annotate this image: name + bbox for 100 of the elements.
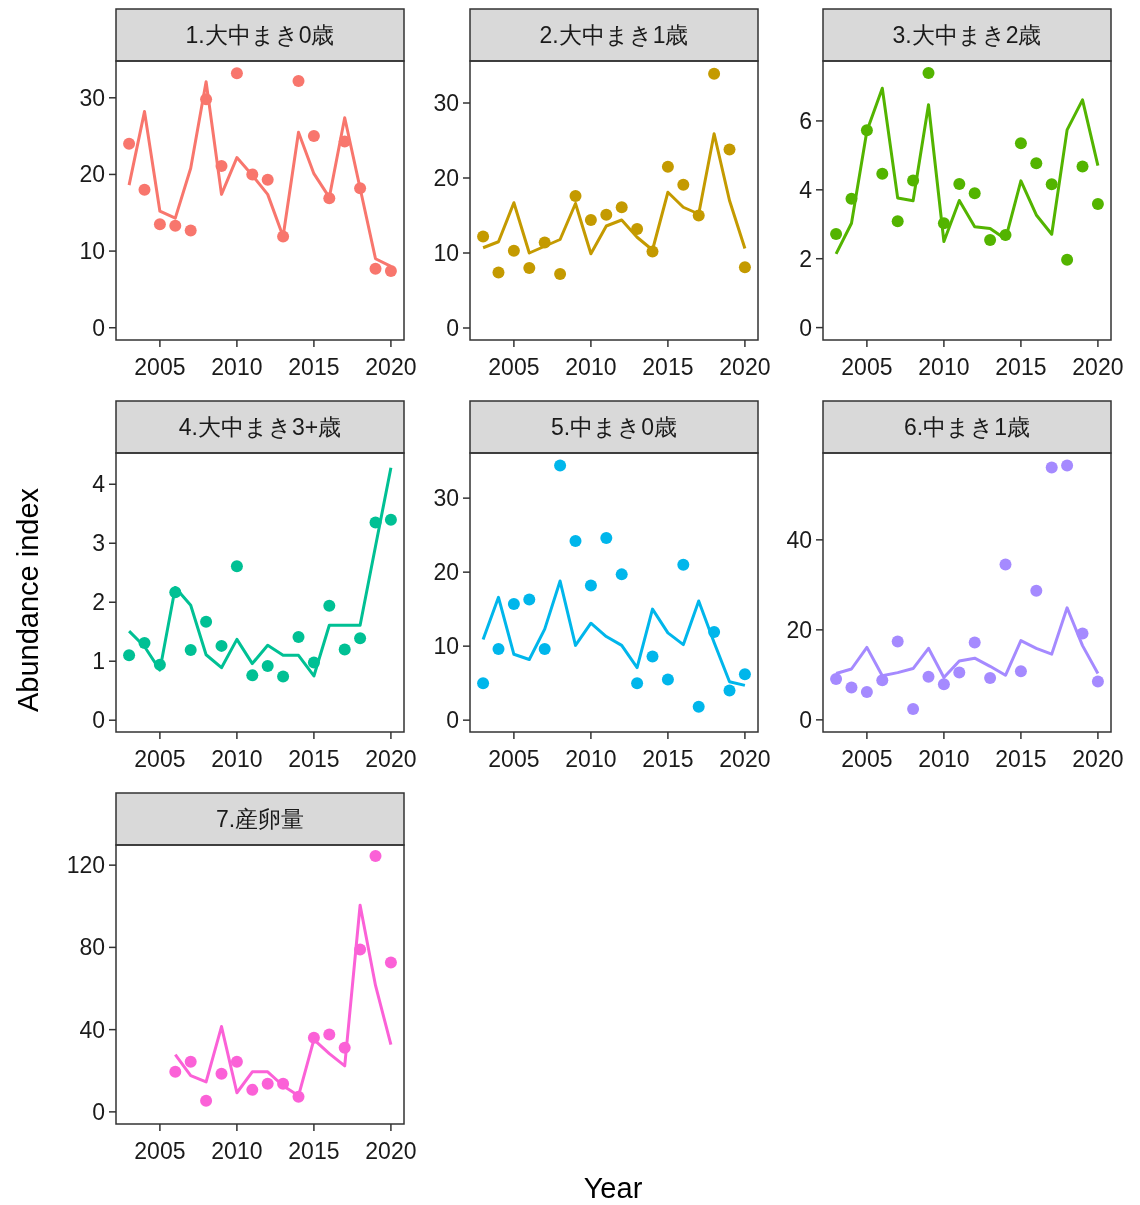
point (338, 643, 351, 656)
y-tick-label: 10 (433, 240, 459, 266)
point (1030, 157, 1043, 170)
y-tick-label: 4 (92, 471, 106, 498)
x-tick-label: 2010 (211, 1138, 263, 1164)
point (153, 218, 166, 231)
point (830, 672, 843, 685)
line-series (127, 466, 393, 678)
chart-title: 7.産卵量 (215, 806, 305, 832)
x-tick-label: 2010 (918, 354, 970, 380)
point (1030, 584, 1043, 597)
x-tick-label: 2020 (365, 746, 417, 772)
point (569, 535, 582, 548)
point (477, 230, 490, 243)
chart-title: 6.中まき1歳 (904, 414, 1030, 440)
point (600, 208, 613, 221)
point (1061, 459, 1074, 472)
point (968, 636, 981, 649)
point (215, 1067, 228, 1080)
x-tick-label: 2010 (211, 746, 263, 772)
point (830, 227, 843, 240)
x-tick-label: 2015 (288, 746, 340, 772)
x-tick-label: 2005 (488, 746, 540, 772)
chart-title: 1.大中まき0歳 (185, 22, 335, 48)
point (661, 160, 674, 173)
x-tick-label: 2020 (719, 354, 771, 380)
y-tick-label: 10 (79, 238, 105, 265)
x-axis-title: Year (583, 1172, 643, 1204)
point (384, 513, 397, 526)
y-tick-label: 2 (92, 589, 105, 616)
y-tick-label: 20 (786, 616, 812, 643)
point (369, 262, 382, 275)
point (230, 67, 243, 80)
y-tick-label: 1 (92, 648, 105, 675)
point (584, 579, 597, 592)
point (323, 1028, 336, 1041)
y-axis-title: Abundance index (12, 487, 44, 713)
point (677, 178, 690, 191)
point (384, 956, 397, 969)
point (554, 459, 567, 472)
point (584, 214, 597, 226)
point (523, 262, 536, 274)
point (200, 1094, 213, 1107)
point (169, 219, 182, 232)
point (1091, 675, 1104, 688)
point (261, 173, 274, 186)
point (215, 639, 228, 652)
y-tick-label: 10 (433, 633, 459, 660)
point (1045, 178, 1058, 191)
x-tick-label: 2015 (642, 746, 694, 772)
point (292, 631, 305, 644)
x-tick-label: 2010 (918, 746, 970, 772)
point (184, 224, 197, 237)
point (569, 190, 582, 202)
chart-title: 2.大中まき1歳 (539, 22, 689, 48)
point (708, 67, 721, 80)
point (169, 1065, 182, 1078)
point (738, 261, 751, 274)
chart-title: 5.中まき0歳 (551, 414, 677, 440)
y-tick-label: 0 (92, 1098, 105, 1125)
point (369, 850, 382, 863)
point (277, 670, 290, 683)
x-tick-label: 2010 (565, 746, 617, 772)
point (922, 67, 935, 80)
point (354, 632, 367, 645)
y-tick-label: 30 (433, 485, 459, 512)
y-tick-label: 20 (433, 165, 459, 191)
point (984, 234, 997, 247)
point (1045, 461, 1058, 474)
x-tick-label: 2005 (841, 746, 893, 772)
point (384, 265, 397, 278)
point (200, 615, 213, 628)
point (307, 130, 320, 143)
point (507, 597, 520, 610)
point (1076, 160, 1089, 173)
point (1014, 137, 1027, 150)
y-tick-label: 120 (66, 852, 105, 879)
point (184, 1055, 197, 1068)
point (292, 74, 305, 87)
x-tick-label: 2020 (719, 746, 771, 772)
x-tick-label: 2005 (134, 746, 186, 772)
point (323, 599, 336, 612)
x-tick-label: 2015 (288, 1138, 340, 1164)
point (723, 684, 736, 697)
x-tick-label: 2020 (1072, 746, 1124, 772)
point (891, 635, 904, 648)
point (492, 643, 505, 656)
point (538, 643, 551, 656)
x-tick-label: 2005 (488, 354, 540, 380)
point (615, 201, 628, 214)
point (907, 703, 920, 716)
y-tick-label: 0 (799, 706, 812, 733)
point (953, 177, 966, 190)
point (123, 649, 136, 662)
x-tick-label: 2015 (995, 746, 1047, 772)
point (738, 668, 751, 681)
y-tick-label: 0 (446, 315, 459, 341)
point (184, 644, 197, 657)
point (937, 678, 950, 691)
y-tick-label: 4 (799, 176, 813, 203)
